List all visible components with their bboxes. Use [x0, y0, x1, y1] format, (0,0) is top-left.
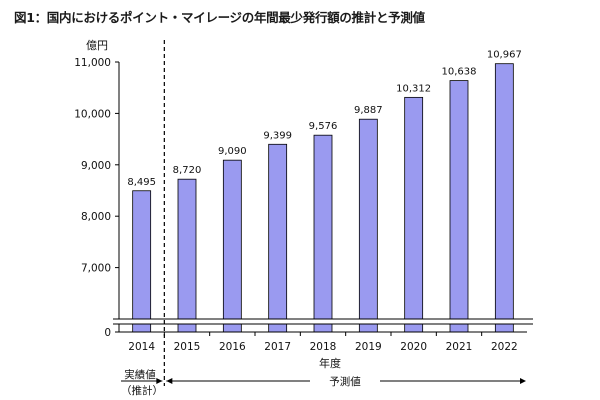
actual-period-label: 実績値 — [124, 368, 156, 381]
data-label: 9,887 — [354, 105, 383, 116]
x-tick-label: 2014 — [128, 341, 155, 353]
x-tick-label: 2021 — [446, 341, 473, 353]
arrow-head — [156, 378, 163, 384]
data-label: 8,720 — [173, 165, 202, 176]
data-label: 10,638 — [442, 67, 477, 78]
bar — [494, 63, 514, 333]
x-tick-label: 2022 — [491, 341, 518, 353]
arrow-head — [520, 378, 526, 384]
arrow-head — [166, 378, 173, 384]
x-tick-label: 2020 — [400, 341, 427, 353]
actual-period-sublabel: （推計） — [121, 384, 163, 397]
bar — [132, 190, 152, 333]
bar — [358, 118, 378, 333]
y-unit-label: 億円 — [86, 39, 108, 52]
y-tick-label: 0 — [104, 327, 111, 339]
bar — [177, 178, 197, 333]
y-tick-label: 7,000 — [81, 263, 111, 275]
bar — [268, 143, 288, 333]
data-label: 8,495 — [127, 177, 156, 188]
y-tick-label: 10,000 — [74, 108, 111, 120]
x-tick-label: 2015 — [174, 341, 201, 353]
x-tick-label: 2016 — [219, 341, 246, 353]
chart-title: 図1：国内におけるポイント・マイレージの年間最少発行額の推計と予測値 — [14, 10, 425, 25]
x-tick-label: 2017 — [264, 341, 291, 353]
data-label: 10,967 — [487, 50, 522, 61]
data-label: 9,090 — [218, 146, 247, 157]
y-tick-label: 9,000 — [81, 160, 111, 172]
bar — [449, 80, 469, 333]
bar — [222, 159, 242, 333]
y-tick-label: 11,000 — [74, 57, 111, 69]
bar — [404, 96, 424, 333]
x-tick-label: 2018 — [310, 341, 337, 353]
axis-break-gap — [113, 319, 533, 324]
forecast-period-label: 予測値 — [329, 375, 361, 388]
data-label: 9,576 — [309, 121, 338, 132]
y-tick-label: 8,000 — [81, 211, 111, 223]
plot-area: 7,000 8,000 9,000 10,000 11,000 0 8,495 2014 8,7… — [74, 40, 533, 386]
data-label: 10,312 — [396, 83, 431, 94]
x-tick-label: 2019 — [355, 341, 382, 353]
bar — [313, 134, 333, 333]
data-label: 9,399 — [263, 130, 292, 141]
x-axis-label: 年度 — [319, 356, 341, 370]
period-annotations: 実績値 （推計） 予測値 — [121, 368, 526, 397]
